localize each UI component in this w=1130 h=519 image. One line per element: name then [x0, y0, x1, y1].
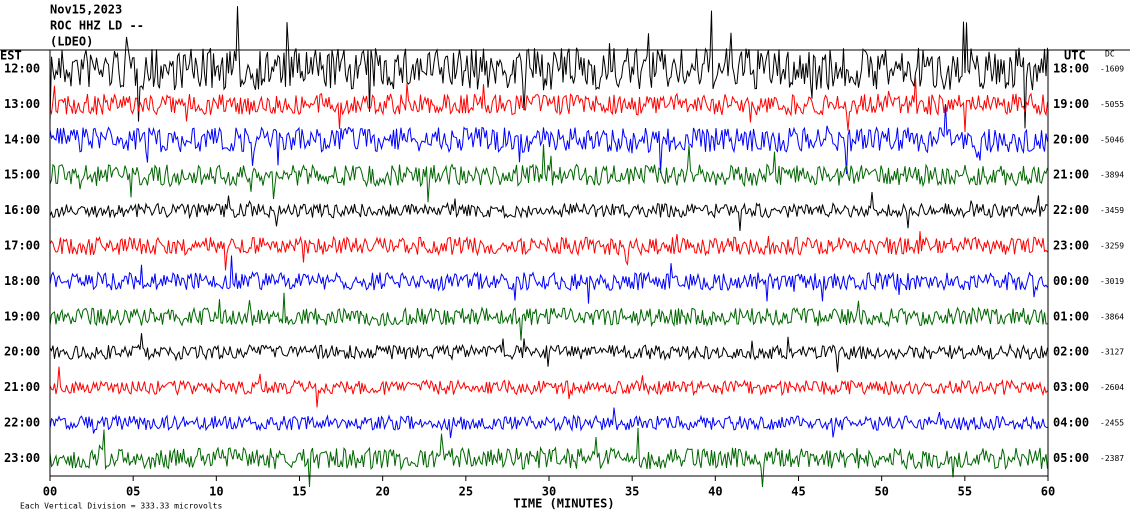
trace [49, 407, 1048, 439]
dc-value: -3019 [1100, 277, 1124, 286]
trace [49, 366, 1048, 408]
utc-label: 00:00 [1053, 274, 1089, 288]
x-axis-title: TIME (MINUTES) [513, 497, 614, 511]
utc-label: 23:00 [1053, 239, 1089, 253]
dc-value: -3459 [1100, 206, 1124, 215]
x-tick-label: 55 [958, 485, 972, 499]
trace [49, 6, 1048, 129]
trace [49, 231, 1048, 271]
est-label: 18:00 [4, 274, 40, 288]
trace [49, 333, 1048, 373]
dc-value: -3127 [1100, 348, 1124, 357]
est-label: 14:00 [4, 132, 40, 146]
utc-label: 02:00 [1053, 345, 1089, 359]
utc-label: 21:00 [1053, 168, 1089, 182]
x-tick-label: 00 [43, 485, 57, 499]
utc-label: 19:00 [1053, 97, 1089, 111]
est-label: 15:00 [4, 168, 40, 182]
utc-label: 04:00 [1053, 416, 1089, 430]
trace [49, 144, 1048, 203]
utc-label: 05:00 [1053, 451, 1089, 465]
est-label: 21:00 [4, 380, 40, 394]
trace [49, 192, 1048, 231]
dc-value: -1609 [1100, 65, 1124, 74]
est-label: 13:00 [4, 97, 40, 111]
trace [49, 76, 1048, 132]
x-tick-label: 45 [791, 485, 805, 499]
trace [49, 255, 1048, 304]
dc-value: -3894 [1100, 171, 1124, 180]
est-label: 20:00 [4, 345, 40, 359]
utc-label: 20:00 [1053, 132, 1089, 146]
footer: Each Vertical Division = 333.33 microvol… [20, 502, 222, 511]
trace [49, 427, 1048, 488]
plot-frame [49, 49, 1049, 477]
est-label: 17:00 [4, 239, 40, 253]
x-tick-label: 30 [542, 485, 556, 499]
network: (LDEO) [50, 35, 93, 49]
x-tick-label: 20 [375, 485, 389, 499]
dc-label: DC [1105, 50, 1115, 59]
est-label: 12:00 [4, 62, 40, 76]
trace [49, 292, 1048, 341]
station: ROC HHZ LD -- [50, 19, 144, 33]
x-tick-label: 35 [625, 485, 639, 499]
x-tick-label: 10 [209, 485, 223, 499]
dc-value: -2455 [1100, 419, 1124, 428]
x-tick-label: 50 [874, 485, 888, 499]
utc-label: 18:00 [1053, 62, 1089, 76]
dc-value: -2387 [1100, 454, 1124, 463]
x-tick-label: 60 [1041, 485, 1055, 499]
utc-label: 22:00 [1053, 203, 1089, 217]
est-label: 16:00 [4, 203, 40, 217]
x-tick-label: 15 [292, 485, 306, 499]
x-tick-label: 05 [126, 485, 140, 499]
utc-label: 03:00 [1053, 380, 1089, 394]
date: Nov15,2023 [50, 3, 122, 17]
dc-value: -5055 [1100, 100, 1124, 109]
dc-value: -3259 [1100, 242, 1124, 251]
utc-label: 01:00 [1053, 309, 1089, 323]
dc-value: -5046 [1100, 135, 1124, 144]
dc-value: -2604 [1100, 383, 1124, 392]
x-tick-label: 40 [708, 485, 722, 499]
x-tick-label: 25 [459, 485, 473, 499]
dc-value: -3864 [1100, 312, 1124, 321]
est-label: 19:00 [4, 309, 40, 323]
est-label: 23:00 [4, 451, 40, 465]
trace [49, 104, 1048, 175]
est-label: EST [0, 49, 22, 63]
est-label: 22:00 [4, 416, 40, 430]
utc-label: UTC [1064, 49, 1086, 63]
